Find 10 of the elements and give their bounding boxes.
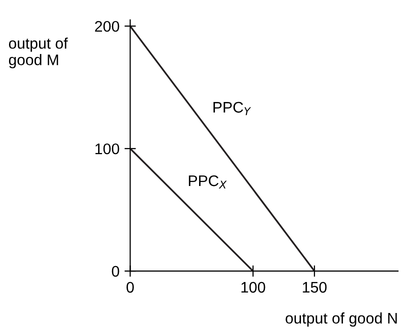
x-tick-label: 100 — [241, 282, 266, 293]
x-axis-title: output of good N — [286, 312, 397, 327]
y-tick-label: 100 — [95, 143, 120, 154]
x-tick-label: 150 — [302, 282, 327, 293]
y-tick-label: 200 — [95, 20, 120, 32]
series-label: PPC$_{Y}$ — [213, 102, 252, 116]
y-tick-label: 0 — [112, 266, 120, 277]
series-label: PPC$_{X}$ — [188, 175, 227, 189]
x-tick-label: 0 — [126, 282, 134, 293]
y-axis-title: output of good M — [8, 38, 68, 68]
